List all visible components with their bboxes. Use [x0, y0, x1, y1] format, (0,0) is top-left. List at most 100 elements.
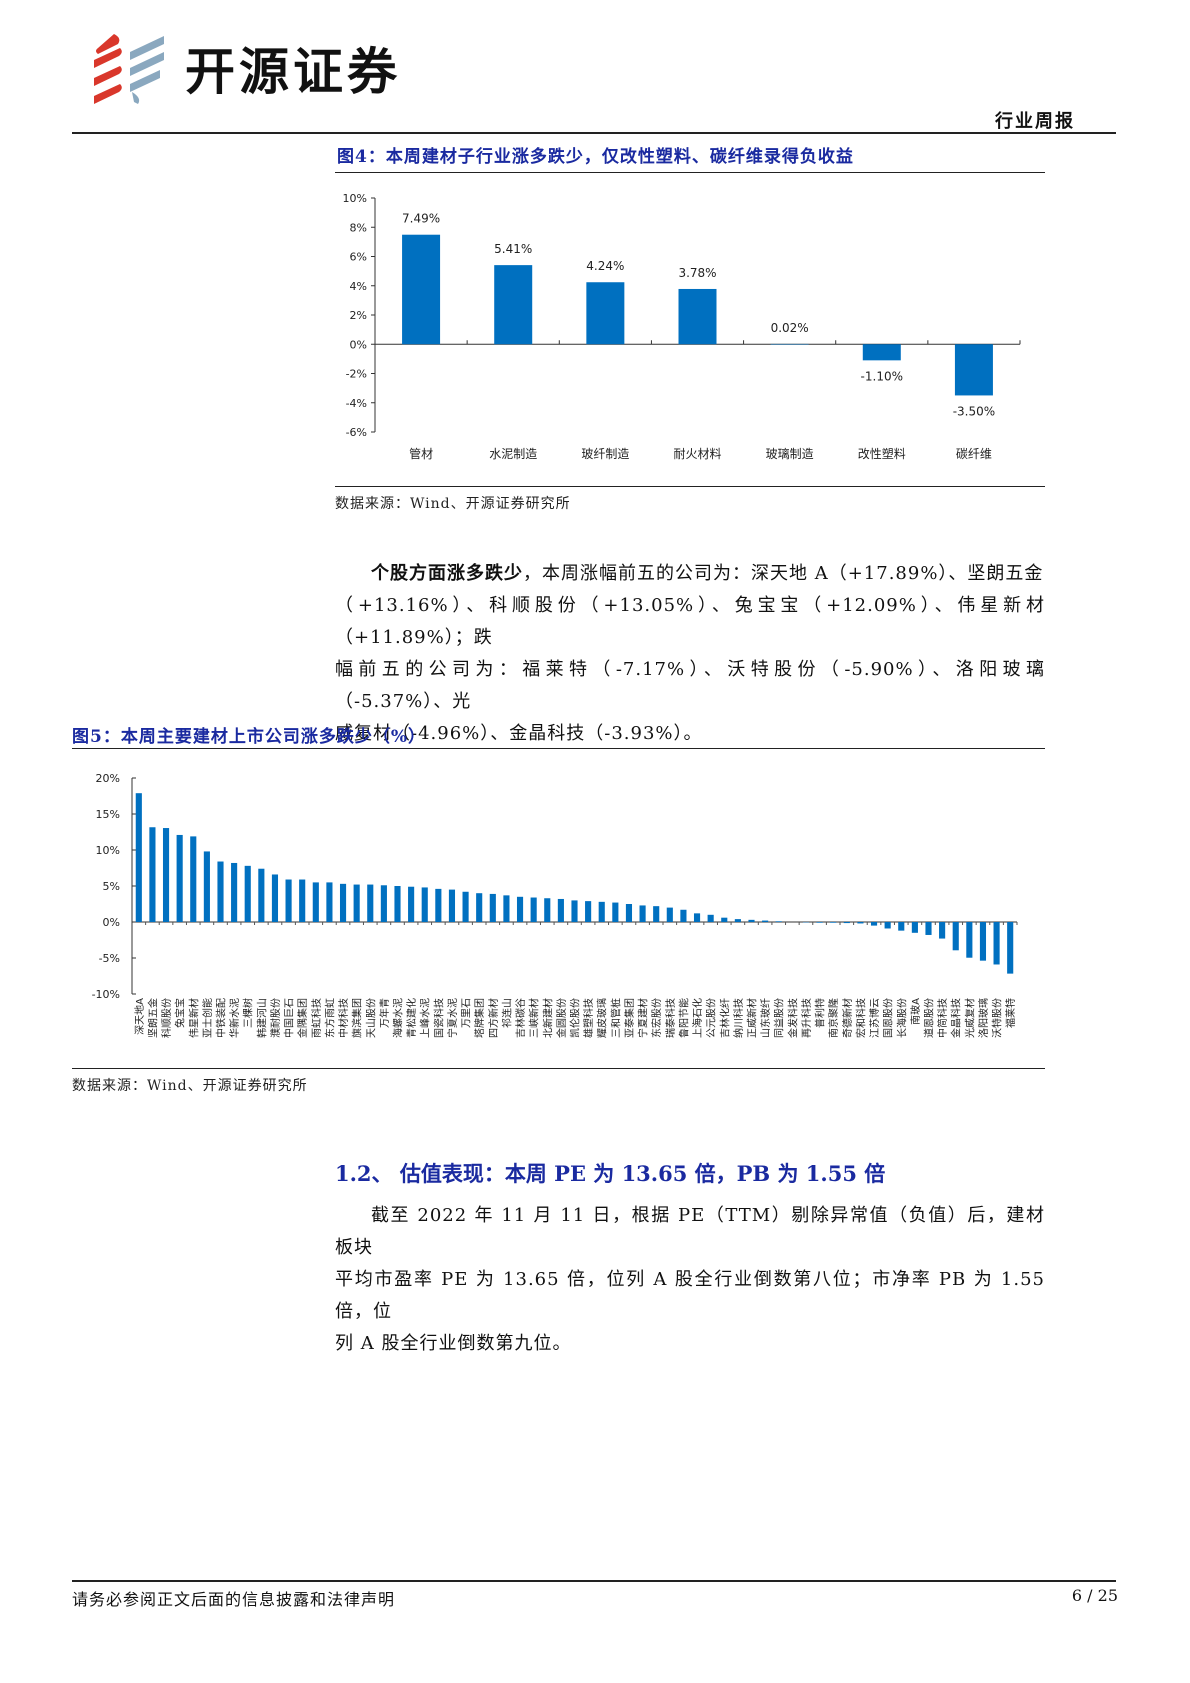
svg-text:中简科技: 中简科技 [936, 998, 949, 1038]
svg-text:华新水泥: 华新水泥 [228, 998, 241, 1038]
svg-text:道恩股份: 道恩股份 [923, 998, 936, 1038]
paragraph-line: 列 A 股全行业倒数第九位。 [335, 1333, 572, 1354]
svg-text:亚泰集团: 亚泰集团 [623, 998, 636, 1038]
svg-text:-6%: -6% [346, 426, 367, 439]
svg-text:江苏博云: 江苏博云 [868, 998, 881, 1038]
svg-text:雨虹科技: 雨虹科技 [310, 998, 323, 1038]
figure5-source: 数据来源：Wind、开源证券研究所 [72, 1078, 308, 1094]
svg-text:0%: 0% [350, 338, 367, 351]
svg-text:中材科技: 中材科技 [337, 998, 350, 1038]
svg-text:奇德新材: 奇德新材 [841, 998, 854, 1038]
svg-text:万里石: 万里石 [461, 998, 473, 1028]
svg-text:科顺股份: 科顺股份 [160, 998, 173, 1038]
svg-text:碳纤维: 碳纤维 [956, 447, 992, 461]
figure4-bar-chart: 10% 8% 6% 4% 2% 0% -2% -4% -6% 7.49% 管材 5.41% 水泥制造 4.… [343, 192, 1021, 461]
svg-text:吉林碳谷: 吉林碳谷 [514, 998, 527, 1038]
svg-text:改性塑料: 改性塑料 [858, 446, 906, 461]
svg-text:旗滨集团: 旗滨集团 [351, 998, 364, 1038]
svg-text:南玻A: 南玻A [909, 998, 922, 1025]
paragraph-line: （+13.16%）、科顺股份（+13.05%）、兔宝宝（+12.09%）、伟星新… [335, 595, 1045, 648]
svg-text:四方新材: 四方新材 [487, 998, 500, 1038]
svg-text:国瓷科技: 国瓷科技 [432, 998, 445, 1038]
svg-text:兔宝宝: 兔宝宝 [174, 998, 187, 1028]
svg-text:再升科技: 再升科技 [800, 998, 813, 1038]
svg-text:天山股份: 天山股份 [365, 998, 377, 1038]
svg-text:普利特: 普利特 [814, 998, 827, 1028]
svg-text:金隅集团: 金隅集团 [296, 998, 309, 1038]
paragraph-line: ，本周涨幅前五的公司为：深天地 A（+17.89%）、坚朗五金 [523, 563, 1044, 584]
svg-text:上海石化: 上海石化 [691, 998, 704, 1038]
svg-text:沃特股份: 沃特股份 [992, 998, 1004, 1038]
svg-text:同益股份: 同益股份 [773, 998, 786, 1038]
svg-text:4.24%: 4.24% [586, 259, 624, 273]
paragraph-line: 幅前五的公司为：福莱特（-7.17%）、沃特股份（-5.90%）、洛阳玻璃（-5… [335, 659, 1045, 712]
svg-text:耐火材料: 耐火材料 [673, 447, 721, 461]
paragraph-line: 平均市盈率 PE 为 13.65 倍，位列 A 股全行业倒数第八位；市净率 PB… [335, 1269, 1045, 1322]
svg-text:水泥制造: 水泥制造 [489, 447, 537, 461]
figure5-bottom-rule [72, 1068, 1045, 1069]
svg-text:洛阳玻璃: 洛阳玻璃 [977, 998, 990, 1038]
svg-text:玻纤制造: 玻纤制造 [581, 447, 629, 461]
footer-disclaimer: 请务必参阅正文后面的信息披露和法律声明 [72, 1590, 396, 1609]
svg-text:三和管桩: 三和管桩 [609, 998, 622, 1038]
svg-text:4%: 4% [350, 280, 367, 293]
svg-text:光威复材: 光威复材 [963, 998, 976, 1038]
svg-text:东方雨虹: 东方雨虹 [323, 998, 336, 1038]
svg-text:三棵树: 三棵树 [242, 998, 255, 1028]
svg-text:中国巨石: 中国巨石 [283, 998, 296, 1038]
svg-text:深天地A: 深天地A [133, 998, 146, 1035]
svg-text:-2%: -2% [346, 368, 367, 381]
svg-text:10%: 10% [343, 192, 367, 205]
svg-text:0.02%: 0.02% [771, 321, 809, 335]
svg-text:7.49%: 7.49% [402, 212, 440, 226]
svg-text:-5%: -5% [99, 952, 120, 965]
svg-text:青松建化: 青松建化 [405, 998, 418, 1038]
svg-text:15%: 15% [96, 808, 120, 821]
svg-text:雄塑科技: 雄塑科技 [582, 998, 595, 1038]
svg-text:8%: 8% [350, 221, 367, 234]
svg-text:塔牌集团: 塔牌集团 [473, 998, 486, 1038]
svg-text:玻璃制造: 玻璃制造 [766, 447, 814, 461]
svg-text:韩建河山: 韩建河山 [255, 998, 268, 1038]
figure4-title: 图4：本周建材子行业涨多跌少，仅改性塑料、碳纤维录得负收益 [337, 147, 854, 167]
svg-text:宁夏建材: 宁夏建材 [637, 998, 650, 1038]
svg-text:-10%: -10% [92, 988, 120, 1001]
report-type-label: 行业周报 [995, 111, 1075, 132]
svg-text:凯伦股份: 凯伦股份 [569, 998, 582, 1038]
svg-text:濮耐股份: 濮耐股份 [269, 998, 282, 1038]
section-heading: 1.2、 估值表现：本周 PE 为 13.65 倍，PB 为 1.55 倍 [335, 1161, 886, 1186]
figure4-top-rule [335, 172, 1045, 173]
svg-text:金圆股份: 金圆股份 [555, 998, 568, 1038]
svg-text:北新建材: 北新建材 [541, 998, 554, 1038]
svg-text:管材: 管材 [409, 446, 433, 461]
svg-text:山东玻纤: 山东玻纤 [759, 998, 772, 1038]
svg-text:万年青: 万年青 [378, 998, 391, 1028]
figure5-top-rule [72, 748, 1045, 749]
brand-name: 开源证券 [185, 43, 401, 101]
paragraph-line: 截至 2022 年 11 月 11 日，根据 PE（TTM）剔除异常值（负值）后… [335, 1205, 1045, 1258]
svg-text:福莱特: 福莱特 [1004, 998, 1017, 1028]
svg-text:2%: 2% [350, 309, 367, 322]
svg-text:吉林化纤: 吉林化纤 [718, 998, 731, 1038]
svg-text:长海股份: 长海股份 [895, 998, 908, 1038]
svg-text:-4%: -4% [346, 397, 367, 410]
brand-logo-icon [94, 34, 164, 104]
svg-text:金晶科技: 金晶科技 [950, 998, 963, 1038]
svg-text:金发科技: 金发科技 [786, 998, 799, 1038]
header-divider [72, 132, 1116, 134]
paragraph-lead: 个股方面涨多跌少 [371, 563, 523, 584]
svg-text:正威新材: 正威新材 [746, 998, 759, 1038]
stock-performance-paragraph: 个股方面涨多跌少，本周涨幅前五的公司为：深天地 A（+17.89%）、坚朗五金 … [335, 558, 1045, 750]
svg-text:国恩股份: 国恩股份 [883, 998, 895, 1038]
footer-divider [72, 1580, 1116, 1582]
svg-text:5%: 5% [103, 880, 120, 893]
svg-text:20%: 20% [96, 772, 120, 785]
svg-text:南京聚隆: 南京聚隆 [827, 998, 840, 1038]
svg-text:宁夏水泥: 宁夏水泥 [446, 998, 459, 1038]
svg-text:6%: 6% [350, 251, 367, 264]
svg-text:三峡新材: 三峡新材 [528, 998, 541, 1038]
figure4-source: 数据来源：Wind、开源证券研究所 [335, 496, 571, 512]
svg-text:纳川科技: 纳川科技 [732, 998, 745, 1038]
svg-text:鲁阳节能: 鲁阳节能 [677, 998, 690, 1038]
paragraph-line: 威复材（-4.96%）、金晶科技（-3.93%）。 [335, 723, 703, 744]
